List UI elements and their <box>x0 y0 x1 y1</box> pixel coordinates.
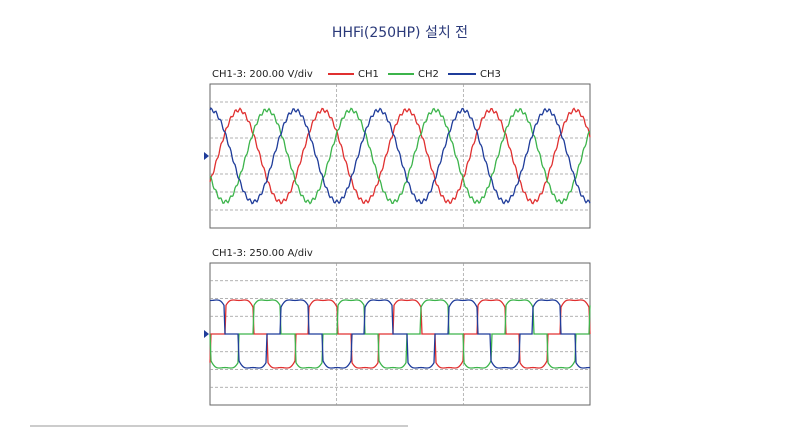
zero-marker <box>204 152 209 160</box>
waveform <box>209 107 591 205</box>
waveform <box>209 299 591 369</box>
legend-label: CH3 <box>480 69 501 80</box>
waveform <box>209 299 591 369</box>
waveform <box>209 299 591 369</box>
scale-label: CH1-3: 250.00 A/div <box>212 248 313 259</box>
waveform <box>209 107 591 205</box>
waveform <box>209 107 591 205</box>
scale-label: CH1-3: 200.00 V/div <box>212 69 313 80</box>
page-title: HHFi(250HP) 설치 전 <box>332 25 468 41</box>
legend-label: CH1 <box>358 69 379 80</box>
zero-marker <box>204 330 209 338</box>
legend-label: CH2 <box>418 69 439 80</box>
